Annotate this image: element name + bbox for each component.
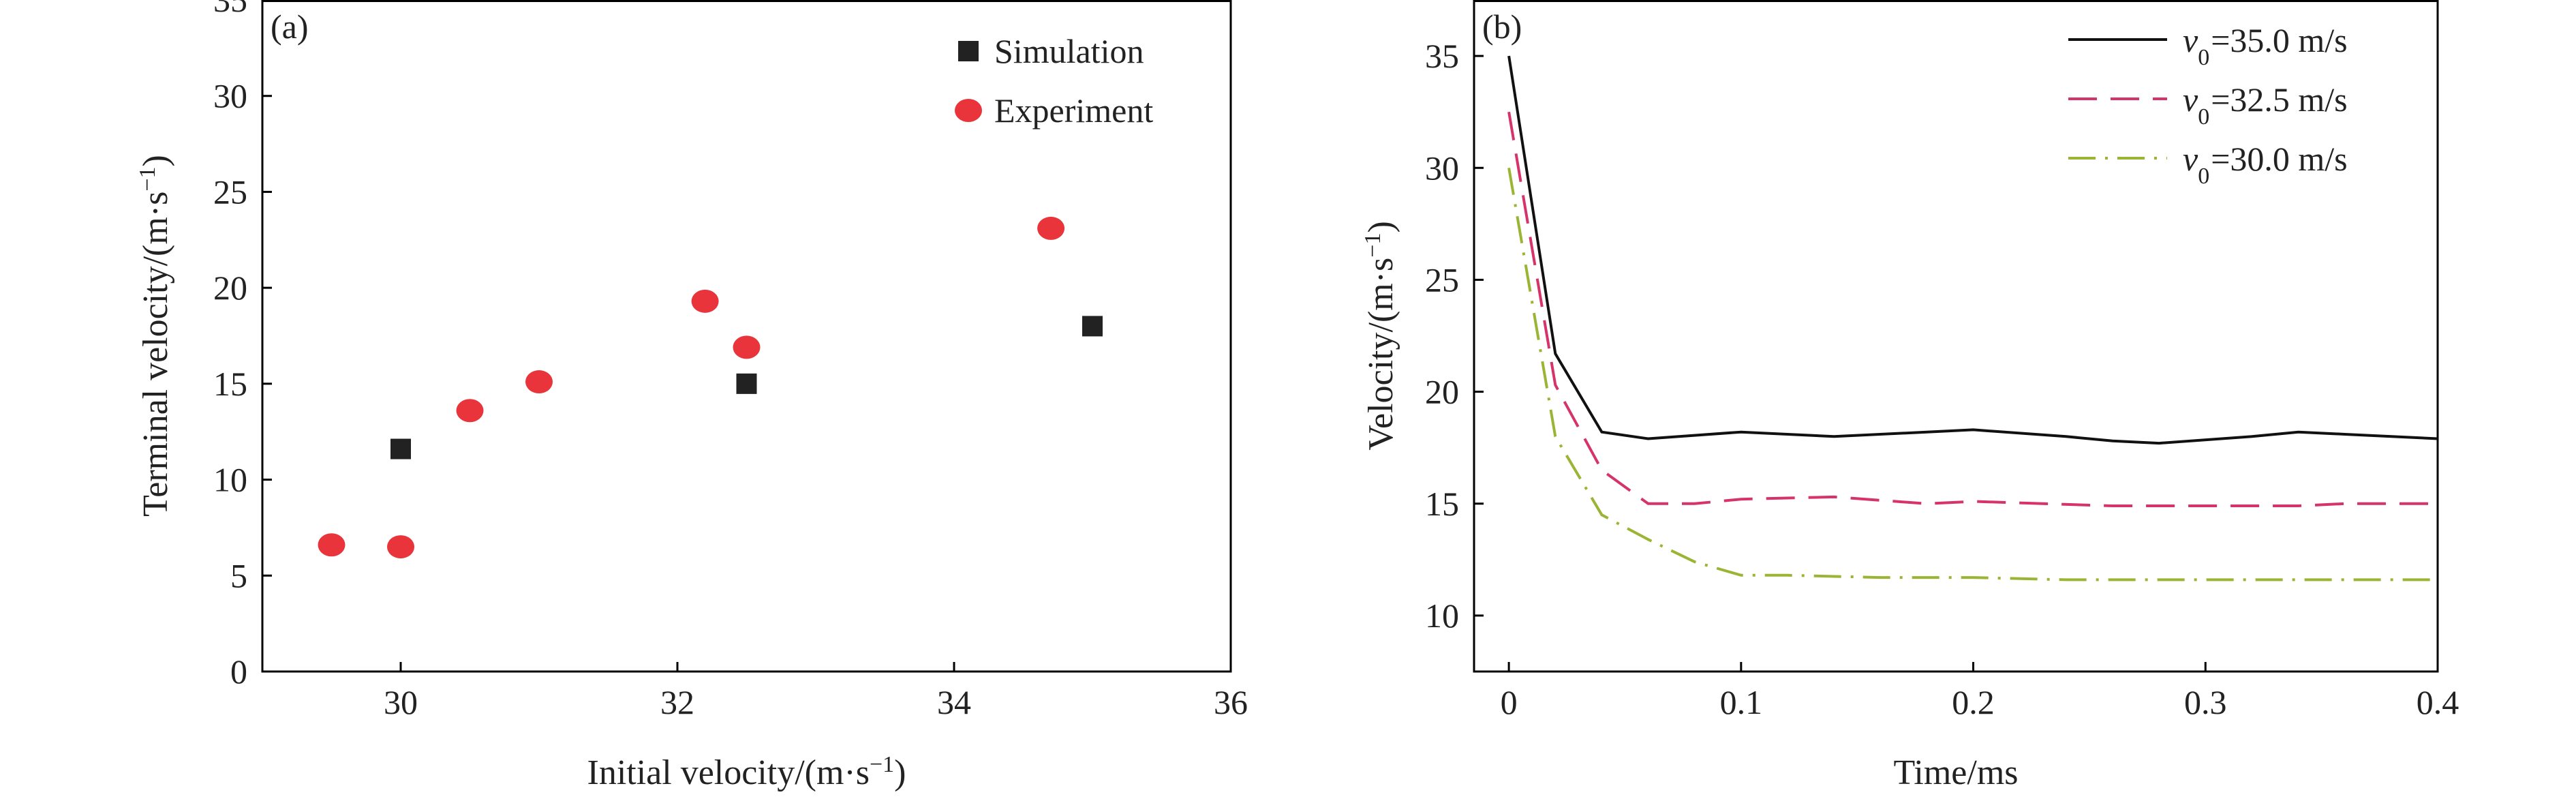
x-tick-label: 34 xyxy=(937,683,971,721)
y-tick-label: 20 xyxy=(1425,373,1459,411)
plot-frame xyxy=(261,0,1232,673)
y-tick-label: 30 xyxy=(213,77,247,115)
legend-label-1: v0=35.0 m/s xyxy=(2183,21,2348,70)
x-tick-label: 0.1 xyxy=(1720,683,1763,721)
legend-marker-simulation xyxy=(958,41,979,61)
x-tick-label: 30 xyxy=(384,683,418,721)
legend-label-2: v0=32.5 m/s xyxy=(2183,80,2348,130)
y-tick-label: 20 xyxy=(213,269,247,307)
x-tick-label: 0.2 xyxy=(1952,683,1995,721)
x-tick-label: 0.3 xyxy=(2184,683,2227,721)
y-tick-label: 10 xyxy=(1425,597,1459,635)
series-line-3 xyxy=(1507,167,2438,582)
legend-label-simulation: Simulation xyxy=(994,32,1144,70)
simulation-point xyxy=(1082,316,1103,337)
y-tick-label: 25 xyxy=(213,172,247,211)
y-tick-label: 35 xyxy=(213,0,247,19)
simulation-point xyxy=(736,373,757,394)
chart-panel-a: 30 32 34 36 0 5 10 15 20 25 30 35 (a) Initial velocit… xyxy=(135,0,1248,792)
panel-label: (a) xyxy=(271,7,309,46)
experiment-point xyxy=(525,370,553,394)
y-tick-label: 35 xyxy=(1425,37,1459,75)
x-axis-title: Initial velocity/(m·s−1) xyxy=(587,752,906,793)
experiment-point xyxy=(387,535,414,559)
legend-marker-experiment xyxy=(955,99,982,122)
experiment-point xyxy=(456,399,484,423)
x-tick-label: 32 xyxy=(660,683,694,721)
simulation-point xyxy=(390,438,411,459)
series-line-2 xyxy=(1507,111,2438,507)
x-tick-label: 0.4 xyxy=(2417,683,2459,721)
experiment-point xyxy=(691,289,719,313)
x-axis-title: Time/ms xyxy=(1893,753,2018,792)
y-tick-label: 10 xyxy=(213,461,247,499)
y-tick-label: 30 xyxy=(1425,149,1459,187)
chart-panel-b: 0 0.1 0.2 0.3 0.4 10 15 20 25 30 35 (b) Time/ms Veloc… xyxy=(1360,0,2459,792)
experiment-point xyxy=(1037,216,1065,240)
experiment-point xyxy=(733,335,761,359)
y-tick-label: 15 xyxy=(213,365,247,403)
y-tick-label: 5 xyxy=(230,556,247,594)
experiment-point xyxy=(318,533,346,557)
y-axis-title: Velocity/(m·s−1) xyxy=(1360,221,1401,451)
plot-frame xyxy=(1473,0,2439,673)
series-line-1 xyxy=(1507,55,2438,445)
y-tick-label: 25 xyxy=(1425,260,1459,299)
legend-label-experiment: Experiment xyxy=(994,91,1153,130)
x-tick-label: 0 xyxy=(1501,683,1518,721)
y-tick-label: 0 xyxy=(230,652,247,691)
y-tick-label: 15 xyxy=(1425,485,1459,523)
y-axis-title: Terminal velocity/(m·s−1) xyxy=(135,155,176,517)
panel-label: (b) xyxy=(1482,7,1522,46)
legend-label-3: v0=30.0 m/s xyxy=(2183,140,2348,189)
x-tick-label: 36 xyxy=(1214,683,1248,721)
